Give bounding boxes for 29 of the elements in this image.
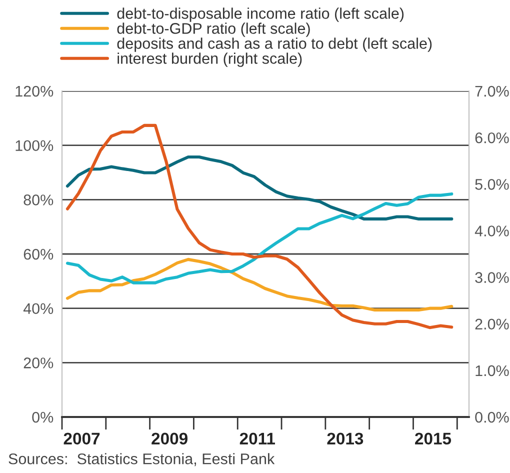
y2-tick-label: 4.0%	[474, 226, 509, 236]
legend-label: debt-to-GDP ratio (left scale)	[117, 22, 310, 37]
line-series	[66, 192, 454, 284]
x-tick-label: 2013	[327, 432, 364, 445]
y2-tick-label: 0.0%	[475, 412, 509, 423]
y2-tick-label: 6.0%	[475, 132, 509, 144]
line-series	[66, 124, 454, 330]
y-tick-label: 120%	[16, 86, 54, 97]
x-tick-label: 2007	[64, 432, 100, 445]
y-tick-label: 0%	[32, 412, 54, 423]
line-series	[66, 258, 454, 312]
y2-tick-label: 2.0%	[475, 318, 509, 330]
y-tick-label: 100%	[16, 140, 54, 152]
x-tick-label: 2011	[240, 432, 275, 445]
y-tick-label: 80%	[24, 194, 54, 206]
line-series	[66, 155, 454, 220]
y-tick-label: 40%	[23, 303, 54, 314]
x-tick-label: 2015	[415, 432, 452, 445]
legend-label: debt-to-disposable income ratio (left scale)	[117, 8, 404, 22]
y2-tick-label: 7.0%	[475, 86, 509, 97]
legend-label: interest burden (right scale)	[118, 52, 302, 67]
legend-label: deposits and cash as a ratio to debt (left scale)	[117, 38, 432, 52]
y-tick-label: 60%	[24, 248, 54, 260]
x-tick-label: 2009	[152, 432, 188, 445]
source-note: Sources: Statistics Estonia, Eesti Pank	[8, 453, 275, 466]
y2-tick-label: 3.0%	[475, 272, 509, 283]
y2-tick-label: 1.0%	[476, 365, 509, 376]
y-tick-label: 20%	[24, 358, 54, 368]
y2-tick-label: 5.0%	[475, 179, 509, 190]
